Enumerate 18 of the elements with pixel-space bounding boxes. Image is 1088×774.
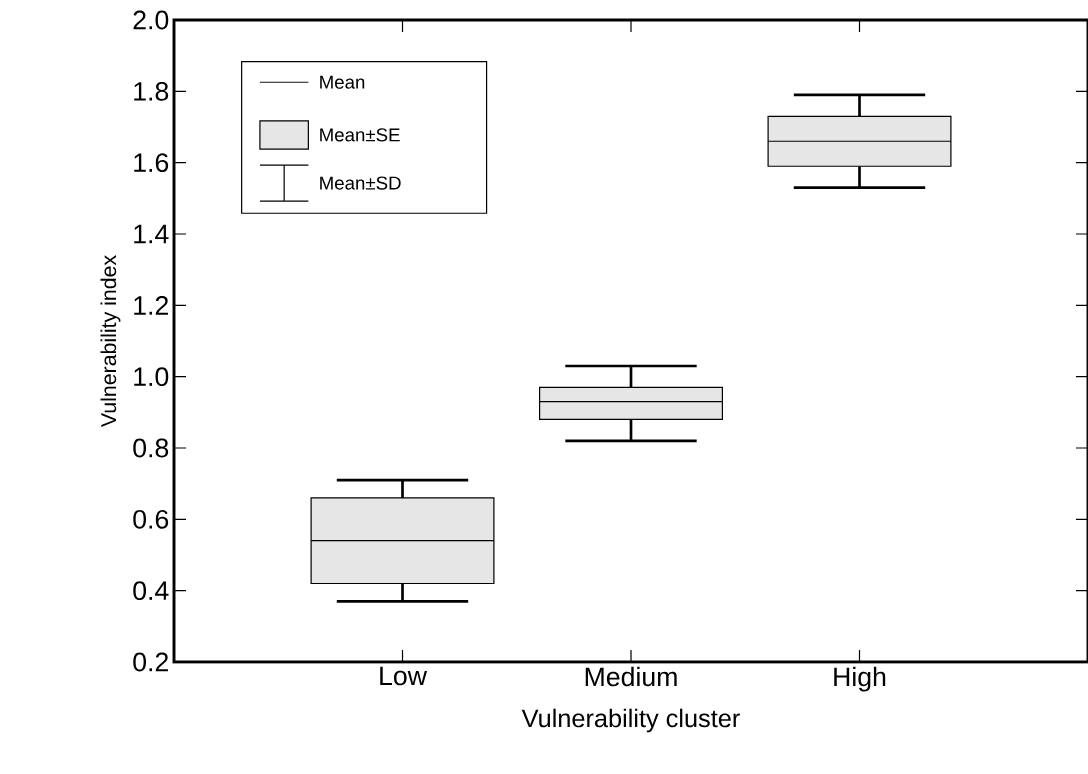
y-axis-title: Vulnerability index [100,255,121,428]
x-tick-label: High [834,666,886,692]
y-tick-label: 1.6 [134,153,169,173]
annotation: Mean±SE [320,128,400,142]
y-tick-label: 0.2 [133,652,168,672]
y-tick-label: 2.0 [133,10,169,30]
y-tick-label: 1.8 [134,81,169,101]
y-tick-label: 1.2 [134,296,168,315]
y-tick-label: 0.4 [133,581,169,601]
y-tick-label: 1.0 [134,367,169,387]
y-tick-label: 0.8 [133,438,169,458]
y-tick-label: 0.6 [133,509,169,529]
x-axis-title: Vulnerability cluster [521,708,740,733]
x-tick-label: Low [380,666,428,686]
y-tick-label: 1.4 [134,224,169,244]
x-tick-label: Medium [585,666,677,687]
annotation: Mean [320,75,365,89]
annotation: Mean±SD [320,176,401,190]
